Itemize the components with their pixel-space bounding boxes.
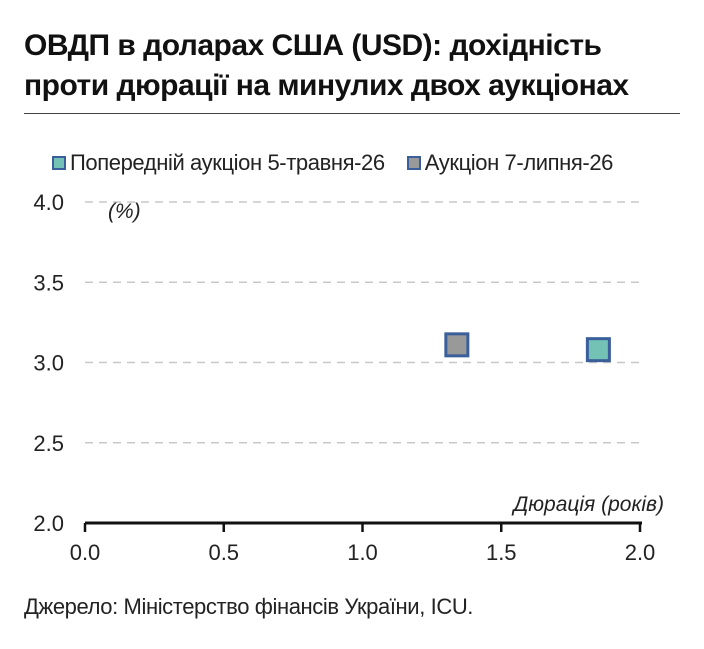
y-tick-label: 3.5 [33,270,64,295]
x-tick-label: 1.0 [347,540,378,565]
y-tick-label: 4.0 [33,190,64,215]
chart-title: ОВДП в доларах США (USD): дохідність про… [24,26,684,106]
y-tick-label: 2.0 [33,511,64,536]
x-tick-label: 0.5 [208,540,239,565]
x-tick-label: 0.0 [70,540,101,565]
legend-item-previous: Попередній аукціон 5-травня-26 [52,150,385,176]
x-axis-label: Дюрація (років) [511,493,664,516]
x-tick-label: 1.5 [486,540,517,565]
y-axis-label: (%) [108,200,141,223]
legend-swatch-previous [52,156,66,170]
chart-title-line1: ОВДП в доларах США (USD): дохідність [24,29,602,62]
title-divider [24,113,680,114]
chart-title-line2: проти дюрації на минулих двох аукціонах [24,69,629,102]
source-note: Джерело: Міністерство фінансів України, … [24,594,474,619]
x-tick-label: 2.0 [625,540,656,565]
y-tick-label: 2.5 [33,431,64,456]
gridlines [85,201,640,444]
y-tick-label: 3.0 [33,351,64,376]
data-points [444,332,611,363]
point-current-auction [444,332,470,358]
legend-swatch-current [406,156,421,170]
legend-label-current: Аукціон 7-липня-26 [424,150,614,175]
x-axis-ticks: 0.0 0.5 1.0 1.5 2.0 [70,523,656,565]
legend-item-current: Аукціон 7-липня-26 [406,150,614,176]
legend: Попередній аукціон 5-травня-26 Аукціон 7… [52,148,635,178]
point-previous-auction [585,337,611,363]
y-axis-ticks: 2.0 2.5 3.0 3.5 4.0 [33,190,64,536]
legend-label-previous: Попередній аукціон 5-травня-26 [70,150,385,175]
